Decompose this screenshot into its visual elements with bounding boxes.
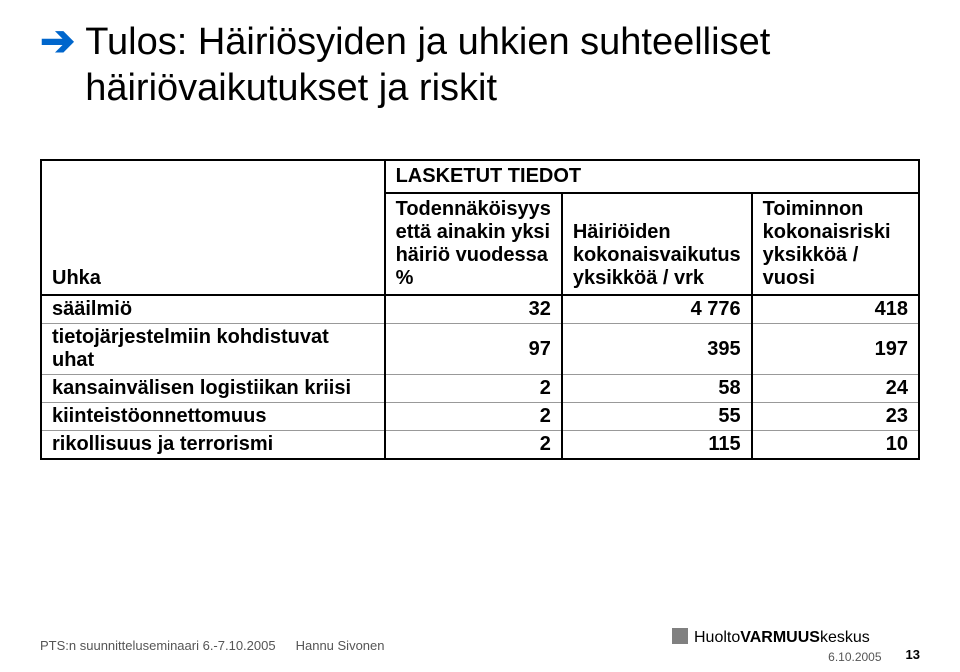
page-title: Tulos: Häiriösyiden ja uhkien suhteellis… <box>85 20 920 111</box>
over-header: LASKETUT TIEDOT <box>396 165 582 187</box>
logo-light: Huolto <box>694 629 740 646</box>
table-row: rikollisuus ja terrorismi 2 115 10 <box>41 431 919 460</box>
row-label: rikollisuus ja terrorismi <box>52 433 273 455</box>
logo-block: HuoltoVARMUUSkeskus 6.10.2005 <box>672 626 882 664</box>
cell: 55 <box>718 405 740 427</box>
cell: 115 <box>708 433 740 455</box>
table-row: kansainvälisen logistiikan kriisi 2 58 2… <box>41 375 919 403</box>
cell: 2 <box>540 433 551 455</box>
svg-text:HuoltoVARMUUSkeskus: HuoltoVARMUUSkeskus <box>694 629 870 646</box>
cell: 58 <box>718 377 740 399</box>
cell: 10 <box>886 433 908 455</box>
table-row: sääilmiö 32 4 776 418 <box>41 295 919 324</box>
footer-author: Hannu Sivonen <box>296 638 385 653</box>
table-row: kiinteistöonnettomuus 2 55 23 <box>41 403 919 431</box>
cell: 2 <box>540 405 551 427</box>
results-table: Uhka LASKETUT TIEDOT Todennäköisyys että… <box>40 159 920 460</box>
footer-left: PTS:n suunnitteluseminaari 6.-7.10.2005 <box>40 638 276 653</box>
logo-bold: VARMUUS <box>740 629 820 646</box>
cell: 97 <box>529 338 551 360</box>
row-label: kansainvälisen logistiikan kriisi <box>52 377 351 399</box>
arrow-icon: ➔ <box>40 20 75 62</box>
row-label: kiinteistöonnettomuus <box>52 405 266 427</box>
cell: 32 <box>529 298 551 320</box>
logo-tail: keskus <box>819 629 869 646</box>
cell: 24 <box>886 377 908 399</box>
cell: 23 <box>886 405 908 427</box>
col-header-0: Todennäköisyys että ainakin yksi häiriö … <box>396 198 551 289</box>
col-header-1: Häiriöiden kokonaisvaikutus yksikköä / v… <box>573 221 741 289</box>
cell: 4 776 <box>691 298 741 320</box>
cell: 395 <box>707 338 740 360</box>
cell: 197 <box>875 338 908 360</box>
logo-icon: HuoltoVARMUUSkeskus <box>672 626 882 648</box>
col-header-2: Toiminnon kokonaisriski yksikköä / vuosi <box>763 198 891 289</box>
cell: 2 <box>540 377 551 399</box>
row-label: sääilmiö <box>52 298 132 320</box>
row-label: tietojärjestelmiin kohdistuvat uhat <box>52 326 329 371</box>
slide-footer: PTS:n suunnitteluseminaari 6.-7.10.2005 … <box>0 624 960 672</box>
footer-page: 13 <box>906 647 920 662</box>
row-header: Uhka <box>52 267 101 289</box>
table-row: tietojärjestelmiin kohdistuvat uhat 97 3… <box>41 324 919 375</box>
cell: 418 <box>875 298 908 320</box>
footer-date: 6.10.2005 <box>672 650 882 664</box>
